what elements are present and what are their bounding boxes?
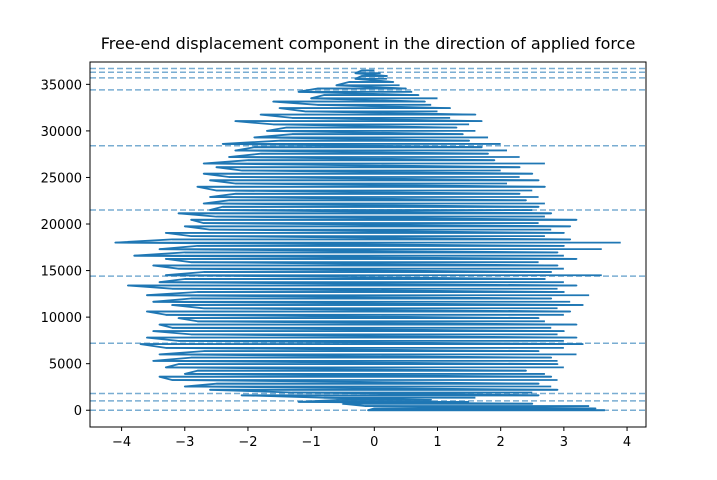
x-tick-label-4: 0: [370, 435, 378, 450]
y-tick-label-2: 10000: [41, 311, 82, 326]
y-tick-label-1: 5000: [49, 358, 82, 373]
plot-clip-group: [90, 67, 646, 412]
y-tick-label-5: 25000: [41, 171, 82, 186]
y-tick-label-6: 30000: [41, 125, 82, 140]
axes: −4 −3 −2 −1 0 1 2 3 4 0 5000 10000 15000 20000 25000 30…: [41, 61, 647, 450]
y-tick-label-7: 35000: [41, 78, 82, 93]
plot-area: [90, 67, 646, 412]
x-tick-label-0: −4: [112, 435, 131, 450]
plot-frame: [89, 61, 647, 428]
x-tick-label-6: 2: [497, 435, 505, 450]
x-tick-label-3: −1: [302, 435, 321, 450]
y-tick-label-3: 15000: [41, 265, 82, 280]
x-tick-label-1: −3: [175, 435, 194, 450]
y-tick-label-4: 20000: [41, 218, 82, 233]
y-tick-label-0: 0: [74, 404, 82, 419]
x-tick-label-2: −2: [238, 435, 257, 450]
x-tick-label-7: 3: [560, 435, 568, 450]
chart-title: Free-end displacement component in the d…: [101, 34, 636, 53]
x-tick-label-5: 1: [433, 435, 441, 450]
x-tick-label-8: 4: [623, 435, 631, 450]
